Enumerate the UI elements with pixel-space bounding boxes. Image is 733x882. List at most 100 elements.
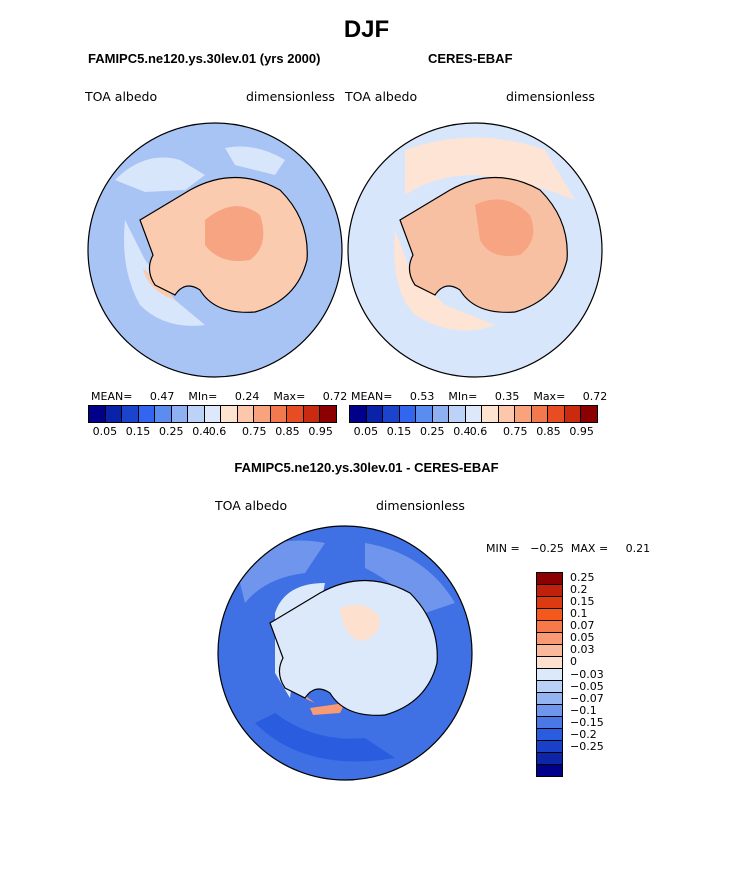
panel-1-stats: MEAN= 0.47 MIn= 0.24 Max= 0.72 [91,390,347,403]
colorbar-swatch [537,573,562,585]
diff-antarctica [269,579,438,716]
colorbar-tick-label: 0.15 [570,595,595,609]
colorbar-swatch [537,681,562,693]
colorbar-swatch [204,406,222,422]
colorbar-swatch [122,406,139,422]
colorbar-swatch [416,406,433,422]
panel-2-variable-label: TOA albedo [345,89,418,104]
diff-panel-title: FAMIPC5.ne120.ys.30lev.01 - CERES-EBAF [234,460,499,475]
mean-label: MEAN= [351,390,393,403]
colorbar-tick-label: −0.15 [570,715,604,729]
colorbar-swatch [537,645,562,657]
colorbar-tick-label: −0.05 [570,679,604,693]
max-value: 0.72 [322,390,348,403]
diff-max-value: 0.21 [625,542,651,555]
panel-2-title: CERES-EBAF [428,51,513,66]
colorbar-swatch [537,729,562,741]
colorbar-swatch [237,406,255,422]
colorbar-swatch [537,633,562,645]
model-sea-ice-band [124,220,205,326]
colorbar-tick-label: −0.1 [570,703,597,717]
colorbar-swatch [537,705,562,717]
mean-value: 0.53 [409,390,435,403]
colorbar-tick-label: −0.03 [570,667,604,681]
colorbar-swatch [564,406,582,422]
colorbar-tick-label: 0.95 [569,425,594,438]
colorbar-swatch [531,406,549,422]
colorbar-swatch [155,406,172,422]
colorbar-swatch [399,406,417,422]
colorbar-tick-label: 0.15 [125,425,151,438]
diff-interior-positive [340,604,380,641]
colorbar-tick-label: 0.2 [570,583,588,597]
colorbar-swatch [537,609,562,621]
colorbar-tick-label: 0.6 [469,425,488,438]
panel-2-colorbar [349,405,598,423]
diff-variable-label: TOA albedo [215,498,288,513]
colorbar-swatch [188,406,205,422]
model-map-border [87,122,343,378]
colorbar-tick-label: 0.4 [453,425,471,438]
colorbar-swatch [254,406,271,422]
colorbar-swatch [515,406,532,422]
colorbar-swatch [537,753,562,765]
colorbar-tick-label: 0 [570,655,577,669]
colorbar-swatch [270,406,288,422]
difference-polar-map [217,525,473,781]
mean-value: 0.47 [149,390,175,403]
min-label: MIn= [448,390,478,403]
diff-max-label: MAX = [570,542,609,555]
colorbar-tick-label: −0.07 [570,691,604,705]
colorbar-tick-label: 0.25 [420,425,445,438]
min-value: 0.35 [494,390,520,403]
colorbar-tick-label: 0.75 [242,425,267,438]
colorbar-swatch [89,406,106,422]
max-label: Max= [533,390,566,403]
colorbar-tick-label: 0.07 [570,619,595,633]
colorbar-swatch [320,406,336,422]
colorbar-swatch [537,717,562,729]
obs-polar-map [347,122,603,378]
colorbar-swatch [287,406,304,422]
panel-1-colorbar [88,405,337,423]
obs-cloud-band [405,137,575,200]
panel-2-units-label: dimensionless [506,89,595,104]
panel-1-title: FAMIPC5.ne120.ys.30lev.01 (yrs 2000) [88,51,321,66]
colorbar-tick-label: 0.05 [570,631,595,645]
colorbar-tick-label: 0.25 [159,425,184,438]
obs-map-border [347,122,603,378]
colorbar-tick-label: 0.75 [503,425,528,438]
colorbar-swatch [537,693,562,705]
colorbar-tick-label: 0.6 [208,425,227,438]
colorbar-tick-label: 0.1 [570,607,588,621]
colorbar-swatch [537,621,562,633]
colorbar-swatch [449,406,466,422]
model-ocean-light-patch [225,146,285,175]
max-label: Max= [273,390,306,403]
diff-positive-patch [310,703,345,715]
panel-1-units-label: dimensionless [246,89,335,104]
colorbar-tick-label: 0.15 [386,425,412,438]
model-polar-map [87,122,343,378]
colorbar-swatch [482,406,499,422]
colorbar-tick-label: 0.85 [275,425,300,438]
colorbar-swatch [537,585,562,597]
colorbar-tick-label: 0.85 [536,425,561,438]
model-interior-high-albedo [205,206,264,261]
colorbar-swatch [537,657,562,669]
diff-min-label: MIN = [486,542,520,555]
colorbar-tick-label: 0.05 [92,425,118,438]
colorbar-tick-label: 0.4 [192,425,210,438]
colorbar-tick-label: 0.25 [570,571,595,585]
colorbar-swatch [537,741,562,753]
colorbar-swatch [383,406,400,422]
diff-stats: MIN = −0.25 MAX = 0.21 [486,542,650,555]
season-title: DJF [343,16,390,43]
colorbar-tick-label: 0.95 [308,425,333,438]
diff-units-label: dimensionless [376,498,465,513]
colorbar-swatch [465,406,483,422]
diff-ocean-band [255,713,395,762]
colorbar-swatch [221,406,238,422]
colorbar-swatch [366,406,384,422]
colorbar-swatch [138,406,156,422]
